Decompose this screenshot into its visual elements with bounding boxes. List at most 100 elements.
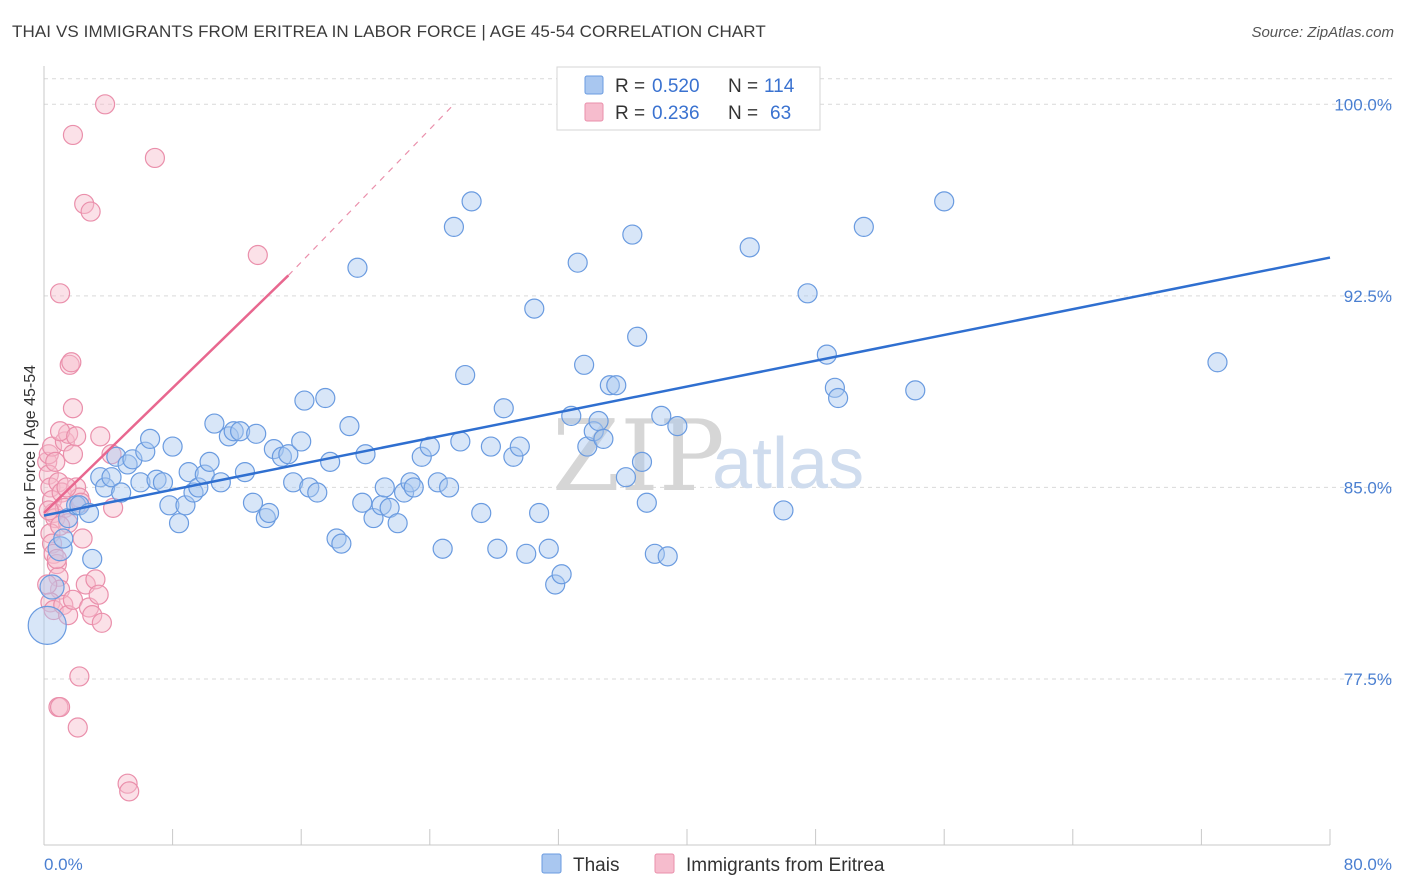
thai-point-93 [615,467,637,488]
eritrea-point-60 [38,500,59,521]
legend-r-label-eritrea: R = [615,103,645,124]
thai-point-29 [204,413,225,434]
thai-point-35 [242,492,264,513]
thai-point-43 [291,431,312,452]
thai-point-42 [283,472,304,493]
thai-point-23 [175,495,196,516]
thai-point-34 [234,462,256,483]
thai-point-72 [471,502,492,524]
thai-trend-line [43,256,1331,517]
thai-point-65 [427,472,448,493]
thai-point-78 [516,543,537,564]
watermark-atlas: atlas [712,424,864,504]
eritrea-point-48 [117,773,138,794]
thai-point-101 [667,416,688,437]
bottom-legend-label-thais: Thais [573,855,619,876]
thai-point-99 [651,405,672,427]
eritrea-point-22 [58,605,79,626]
eritrea-point-49 [119,781,140,802]
eritrea-point-34 [88,584,109,605]
bottom-legend-swatch-thais [541,853,562,874]
trend-lines [43,103,1331,517]
series-legend: Thais Immigrants from Eritrea [541,853,885,876]
thai-point-111 [934,191,955,212]
thai-point-36 [246,423,267,444]
thai-point-22 [168,513,190,534]
eritrea-point-52 [80,201,101,222]
y-tick-label-1: 85.0% [1344,478,1392,497]
thai-point-83 [551,564,572,585]
eritrea-point-57 [49,515,71,536]
eritrea-point-26 [62,444,84,465]
thai-point-59 [387,513,408,534]
thai-point-96 [631,451,653,472]
thai-point-108 [828,387,849,409]
eritrea-point-50 [49,283,71,304]
eritrea-point-53 [62,124,84,146]
eritrea-point-7 [41,533,63,554]
thai-point-86 [574,354,595,375]
legend-n-label-eritrea: N = [728,103,758,124]
thai-point-75 [493,398,514,419]
thai-point-97 [636,492,657,513]
thai-point-103 [739,237,760,258]
legend-n-value-eritrea: 63 [770,103,791,124]
chart-title: THAI VS IMMIGRANTS FROM ERITREA IN LABOR… [12,22,766,41]
thai-point-51 [339,416,360,437]
y-tick-label-3: 100.0% [1334,95,1392,114]
thai-point-71 [461,191,482,212]
chart-source: Source: ZipAtlas.com [1251,24,1394,41]
x-tick-label-1: 80.0% [1344,855,1392,874]
thai-point-73 [480,436,501,457]
thai-point-67 [438,477,460,498]
thai-point-38 [258,502,280,524]
eritrea-point-55 [144,147,166,169]
thai-point-94 [622,224,643,245]
thai-point-4 [58,507,79,529]
thai-point-11 [106,446,127,467]
eritrea-point-46 [49,696,71,718]
thai-point-77 [509,436,530,457]
thai-point-17 [139,428,161,449]
thai-point-109 [853,216,874,238]
thai-point-106 [816,344,837,365]
thai-point-57 [374,477,395,498]
thai-point-28 [199,451,220,472]
thai-point-63 [411,446,432,467]
thai-point-89 [588,410,609,432]
eritrea-point-29 [72,528,93,549]
thai-point-81 [538,538,559,559]
y-tick-label-2: 92.5% [1344,287,1392,306]
stats-legend: R = 0.520 N = 114 R = 0.236 N = 63 [556,66,821,131]
thai-point-80 [529,502,550,524]
thai-point-16 [135,441,156,462]
eritrea-point-35 [91,612,112,633]
thai-point-10 [101,467,122,488]
eritrea-point-33 [85,569,106,590]
thai-point-100 [657,546,678,567]
thai-point-7 [82,548,103,570]
thai-point-20 [159,495,180,516]
thai-point-95 [627,326,648,347]
eritrea-point-41 [90,426,111,447]
thai-point-92 [606,375,627,396]
legend-r-label-thais: R = [615,76,645,97]
eritrea-point-56 [247,244,268,266]
thai-point-55 [363,507,384,529]
thai-point-104 [773,500,794,521]
axes [43,66,1331,846]
thai-point-69 [450,431,471,452]
thai-point-82 [545,574,566,595]
thai-point-8 [90,467,111,488]
x-tick-label-0: 0.0% [44,855,83,874]
thai-point-70 [455,364,476,386]
thai-point-74 [487,538,508,559]
eritrea-point-54 [94,94,116,115]
thai-point-1 [39,574,65,600]
eritrea-point-40 [66,426,87,447]
eritrea-point-14 [45,451,66,472]
thai-point-0 [27,605,67,645]
thai-point-3 [53,528,74,549]
eritrea-trend-line [43,274,290,514]
eritrea-point-9 [46,553,67,575]
